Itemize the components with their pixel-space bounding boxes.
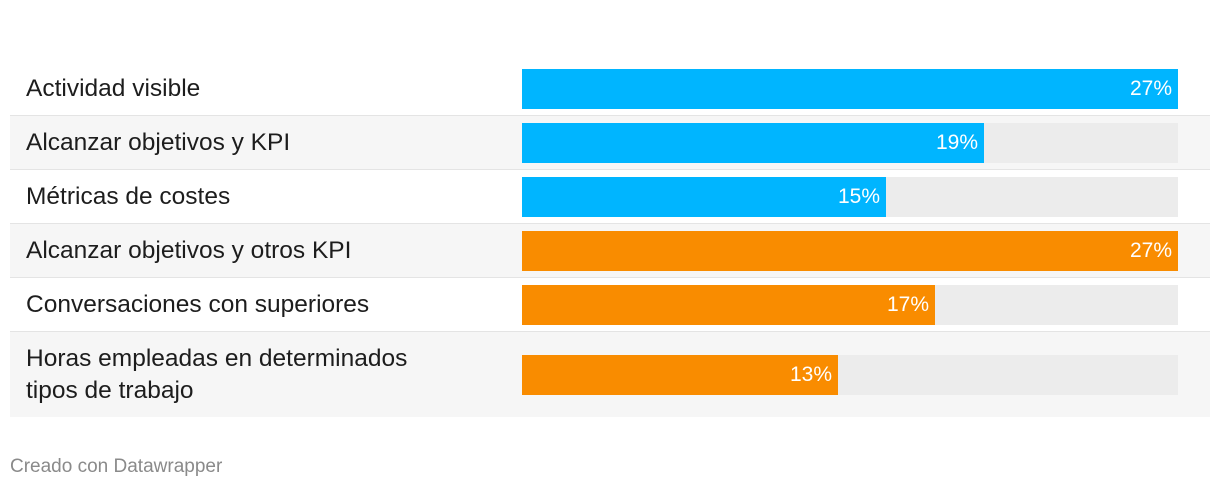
bar-track: 15% — [522, 176, 1178, 217]
bar-chart: Actividad visible 27% Alcanzar objetivos… — [10, 62, 1210, 417]
bar-value-label: 19% — [935, 130, 978, 154]
bar: 27% — [522, 68, 1178, 109]
bar-track: 13% — [522, 354, 1178, 395]
bar-label: Alcanzar objetivos y KPI — [26, 128, 291, 156]
bar-row: Alcanzar objetivos y otros KPI 27% — [10, 224, 1210, 278]
bar-value-label: 27% — [1129, 76, 1172, 100]
bar-label: Métricas de costes — [26, 182, 231, 210]
bar: 13% — [522, 354, 838, 395]
bar-track: 27% — [522, 230, 1178, 271]
bar-row: Actividad visible 27% — [10, 62, 1210, 116]
bar-label: Alcanzar objetivos y otros KPI — [26, 236, 352, 264]
bar-label: Horas empleadas en determinados tipos de… — [26, 344, 408, 404]
credit-text: Creado con Datawrapper — [10, 456, 223, 477]
bar: 15% — [522, 176, 886, 217]
bar-row: Alcanzar objetivos y KPI 19% — [10, 116, 1210, 170]
bar-label: Actividad visible — [26, 74, 201, 102]
bar-track: 27% — [522, 68, 1178, 109]
bar-row: Métricas de costes 15% — [10, 170, 1210, 224]
bar-track: 19% — [522, 122, 1178, 163]
bar-track: 17% — [522, 284, 1178, 325]
bar-label: Conversaciones con superiores — [26, 290, 370, 318]
bar: 17% — [522, 284, 935, 325]
bar-value-label: 27% — [1129, 238, 1172, 262]
bar-row: Horas empleadas en determinados tipos de… — [10, 332, 1210, 417]
bar: 19% — [522, 122, 984, 163]
bar-value-label: 17% — [886, 292, 929, 316]
bar-row: Conversaciones con superiores 17% — [10, 278, 1210, 332]
bar: 27% — [522, 230, 1178, 271]
bar-value-label: 13% — [789, 362, 832, 386]
bar-value-label: 15% — [837, 184, 880, 208]
